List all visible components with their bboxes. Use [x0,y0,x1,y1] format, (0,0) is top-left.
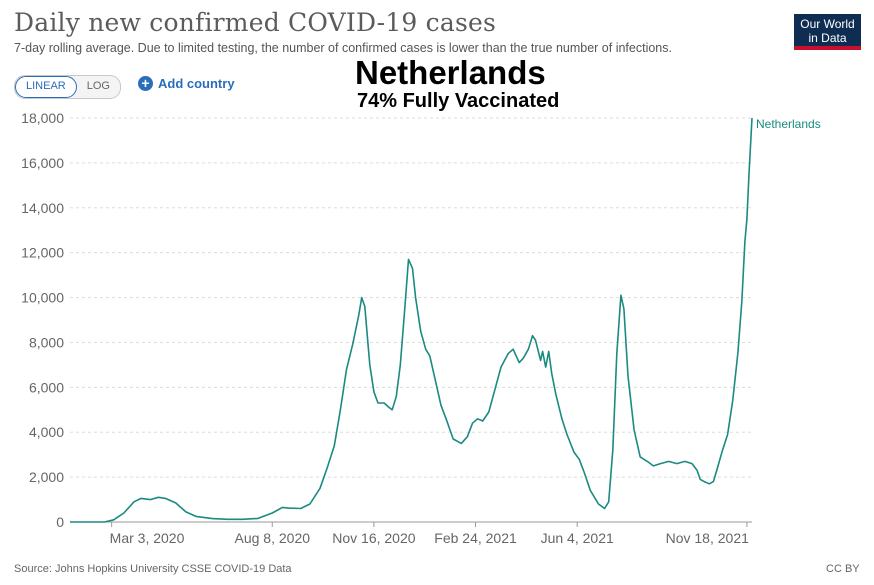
grid-lines [70,117,752,478]
source-note[interactable]: Source: Johns Hopkins University CSSE CO… [14,563,292,575]
x-tick-label: Jun 4, 2021 [541,530,614,546]
y-tick-label: 4,000 [29,424,64,440]
y-tick-label: 12,000 [21,245,64,261]
logo-line-2: in Data [808,31,847,45]
chart-subtitle: 7-day rolling average. Due to limited te… [14,41,672,55]
y-tick-label: 10,000 [21,290,64,306]
y-tick-label: 2,000 [29,469,64,485]
series-label[interactable]: Netherlands [756,117,821,131]
add-country-label: Add country [158,76,235,91]
chart-title: Daily new confirmed COVID-19 cases [14,8,497,37]
y-tick-label: 16,000 [21,155,64,171]
y-tick-label: 8,000 [29,334,64,350]
x-tick-label: Aug 8, 2020 [235,530,311,546]
plus-circle-icon: + [138,76,153,91]
owid-logo[interactable]: Our World in Data [794,14,861,50]
series-line-netherlands[interactable] [70,117,753,523]
y-tick-label: 14,000 [21,200,64,216]
logo-line-1: Our World [800,17,855,31]
country-overlay-title: Netherlands [355,54,546,91]
vaccination-overlay-text: 74% Fully Vaccinated [357,90,560,112]
license-link[interactable]: CC BY [826,563,860,575]
x-axis: Mar 3, 2020 Aug 8, 2020 Nov 16, 2020 Feb 24… [70,521,752,546]
x-tick-label: Mar 3, 2020 [110,530,185,546]
linear-scale-button[interactable]: LINEAR [15,76,77,98]
y-axis-ticks: 0 2,000 4,000 6,000 8,000 10,000 12,000 14,000 1… [21,110,64,530]
x-tick-label: Nov 16, 2020 [332,530,415,546]
x-tick-label: Nov 18, 2021 [666,530,749,546]
series-lines[interactable]: Netherlands [70,117,821,523]
y-tick-label: 6,000 [29,379,64,395]
y-tick-label: 18,000 [21,110,64,126]
add-country-button[interactable]: + Add country [138,76,235,91]
x-tick-label: Feb 24, 2021 [434,530,517,546]
scale-toggle: LINEAR LOG [14,75,121,99]
log-scale-button[interactable]: LOG [86,80,110,92]
y-tick-label: 0 [56,514,64,530]
